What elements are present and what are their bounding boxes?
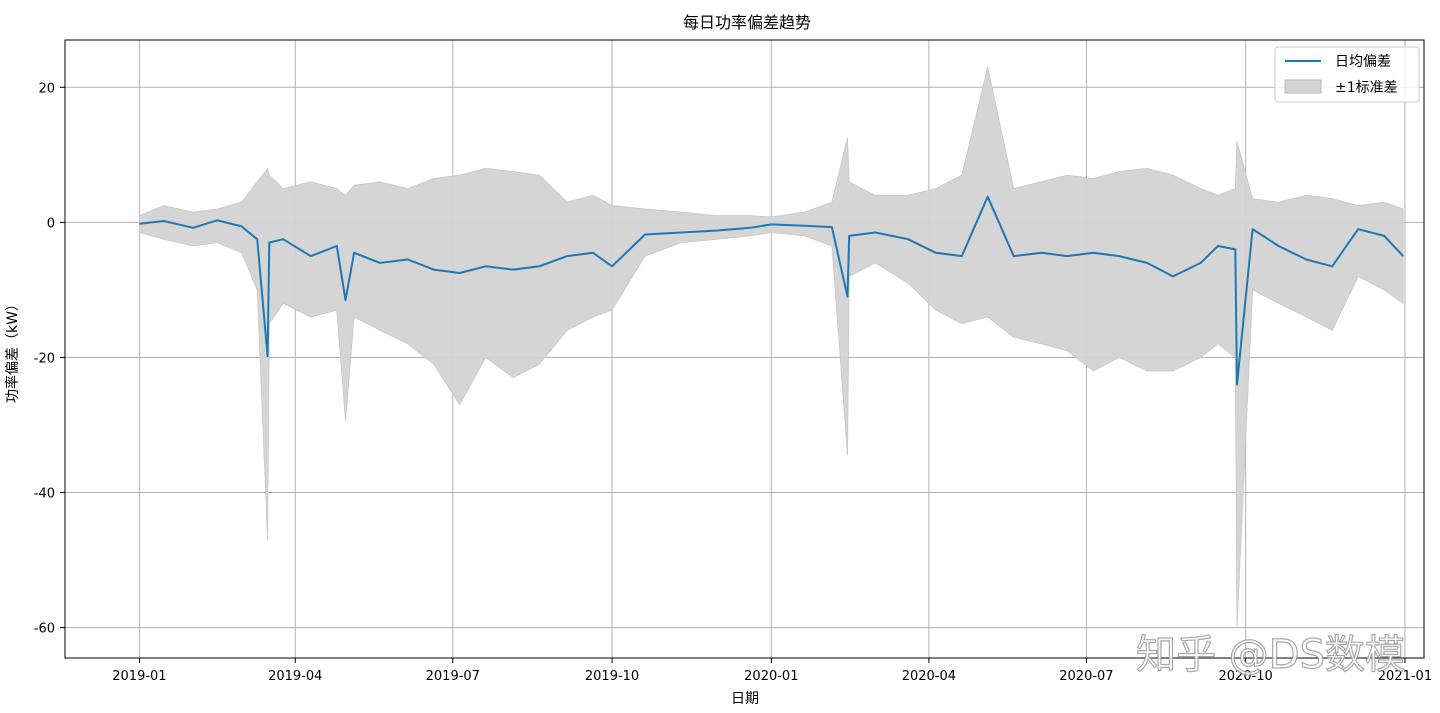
chart-title: 每日功率偏差趋势 xyxy=(683,13,811,32)
plot-frame xyxy=(64,39,1425,659)
y-tick-label: -40 xyxy=(34,487,55,502)
y-axis-title: 功率偏差（kW） xyxy=(4,297,21,403)
legend-band-swatch xyxy=(1284,79,1322,94)
y-axis-ticks: 20 0 -20 -40 -60 xyxy=(34,81,65,637)
std-band-area xyxy=(139,66,1404,628)
std-band xyxy=(139,66,1404,628)
y-tick-label: -60 xyxy=(34,622,55,637)
legend: 日均偏差 ±1标准差 xyxy=(1274,46,1420,103)
y-tick-label: 0 xyxy=(47,216,55,231)
x-axis-title: 日期 xyxy=(731,691,759,707)
x-tick-label: 2019-07 xyxy=(426,669,480,684)
y-tick-label: 20 xyxy=(38,81,55,96)
watermark: 知乎 @DS数模 xyxy=(1136,632,1405,678)
legend-label-mean: 日均偏差 xyxy=(1335,54,1391,70)
x-axis-ticks: 2019-01 2019-04 2019-07 2019-10 2020-01 2020-… xyxy=(112,658,1432,684)
x-tick-label: 2019-10 xyxy=(585,669,639,684)
x-tick-label: 2021-01 xyxy=(1378,669,1432,684)
y-tick-label: -20 xyxy=(34,351,55,366)
series-line-daily-mean xyxy=(139,195,1404,386)
x-tick-label: 2020-10 xyxy=(1219,669,1273,684)
legend-label-band: ±1标准差 xyxy=(1335,80,1398,96)
x-tick-label: 2020-04 xyxy=(902,669,956,684)
x-tick-label: 2020-01 xyxy=(744,669,798,684)
x-tick-label: 2019-01 xyxy=(112,669,166,684)
x-tick-label: 2020-07 xyxy=(1059,669,1113,684)
x-tick-label: 2019-04 xyxy=(268,669,322,684)
series-lines xyxy=(139,195,1404,386)
